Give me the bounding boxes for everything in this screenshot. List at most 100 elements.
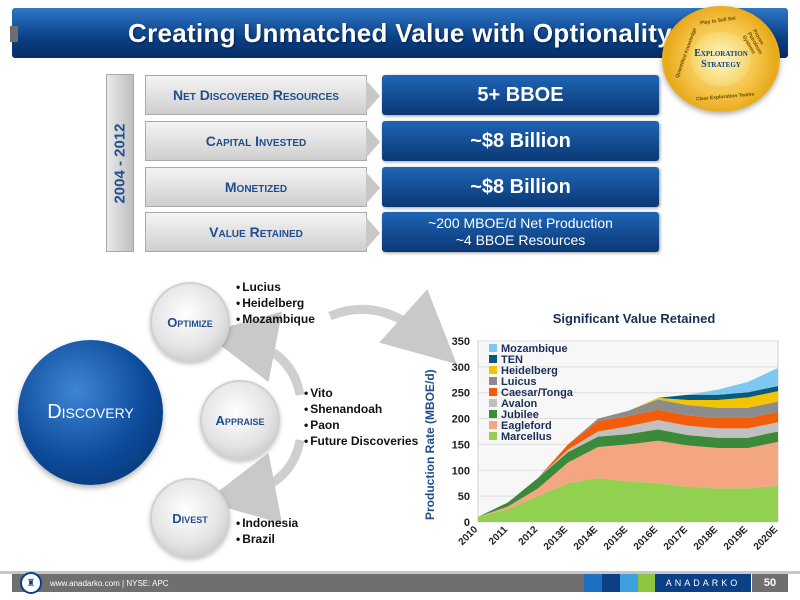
page-number: 50 [752, 574, 788, 592]
chart-title: Significant Value Retained [552, 311, 716, 326]
x-tick-label: 2014E [572, 524, 600, 552]
series-area-marcellus [478, 478, 778, 522]
x-tick-label: 2019E [722, 524, 750, 552]
legend-swatch [489, 410, 497, 418]
appraise-circle: Appraise [200, 380, 280, 460]
legend-label: Avalon [501, 398, 538, 410]
series-area-luicus [478, 399, 778, 517]
discovery-circle: Discovery [18, 340, 163, 485]
divest-list: Indonesia Brazil [236, 515, 298, 547]
series-area-eagleford [478, 440, 778, 517]
arrow-to-chart [328, 289, 457, 365]
x-tick-label: 2018E [692, 524, 720, 552]
y-tick-label: 350 [452, 336, 470, 348]
optimize-circle: Optimize [150, 282, 230, 362]
series-area-jubilee [478, 429, 778, 517]
series-area-mozambique [478, 367, 778, 517]
row-label-net-discovered-resources: Net Discovered Resources [145, 75, 380, 115]
row-value-text: 5+ BBOE [477, 83, 564, 106]
series-area-caesar-tonga [478, 409, 778, 517]
row-value-text: ~200 MBOE/d Net Production [428, 215, 613, 231]
list-item: Mozambique [236, 311, 315, 327]
legend-swatch [489, 377, 497, 385]
y-tick-label: 0 [464, 517, 470, 529]
footer-square-3 [620, 574, 638, 592]
row-value-text: ~$8 Billion [470, 175, 571, 198]
list-item: Lucius [236, 279, 315, 295]
y-tick-label: 200 [452, 414, 470, 426]
legend-label: Marcellus [501, 431, 552, 443]
legend-label: TEN [501, 354, 523, 366]
list-item: Indonesia [236, 515, 298, 531]
legend-swatch [489, 399, 497, 407]
footer-square-2 [602, 574, 620, 592]
slide-title: Creating Unmatched Value with Optionalit… [128, 17, 672, 48]
x-tick-label: 2016E [632, 524, 660, 552]
footer-website: www.anadarko.com | NYSE: APC [50, 578, 169, 588]
logo-glyph: ♜ [26, 577, 36, 589]
arrow-appraise-to-optimize [204, 311, 305, 396]
optimize-list: Lucius Heidelberg Mozambique [236, 279, 315, 327]
row-value-text: ~$8 Billion [470, 129, 571, 152]
legend-swatch [489, 432, 497, 440]
row-value-capital-invested: ~$8 Billion [382, 121, 659, 161]
y-tick-label: 250 [452, 388, 470, 400]
y-tick-label: 100 [452, 465, 470, 477]
y-tick-label: 150 [452, 439, 470, 451]
list-item: Future Discoveries [304, 433, 418, 449]
row-value-text-2: ~4 BBOE Resources [455, 232, 586, 248]
exploration-strategy-badge: Play to Sell Set Proven Petroleum System… [662, 6, 780, 112]
footer-bar: www.anadarko.com | NYSE: APC [12, 574, 584, 592]
anadarko-logo-icon: ♜ [20, 572, 42, 594]
arrow-appraise-to-divest [204, 439, 305, 524]
series-area-heidelberg [478, 391, 778, 517]
slide-title-bar: Creating Unmatched Value with Optionalit… [10, 8, 788, 58]
legend-label: Jubilee [501, 409, 539, 421]
x-tick-label: 2015E [602, 524, 630, 552]
list-item: Vito [304, 385, 418, 401]
legend-swatch [489, 388, 497, 396]
footer-square-1 [584, 574, 602, 592]
divest-label: Divest [172, 510, 208, 526]
x-tick-label: 2012 [517, 524, 541, 548]
x-tick-label: 2010 [457, 524, 481, 548]
legend-label: Heidelberg [501, 365, 558, 377]
row-value-net-discovered-resources: 5+ BBOE [382, 75, 659, 115]
legend-label: Caesar/Tonga [501, 387, 574, 399]
title-tab-accent [10, 26, 18, 42]
badge-center: Exploration Strategy [691, 32, 751, 86]
row-label-capital-invested: Capital Invested [145, 121, 380, 161]
legend-label: Mozambique [501, 343, 568, 355]
row-value-value-retained: ~200 MBOE/d Net Production ~4 BBOE Resou… [382, 212, 659, 252]
x-tick-label: 2020E [752, 524, 780, 552]
legend-label: Eagleford [501, 420, 552, 432]
discovery-label: Discovery [47, 401, 134, 423]
divest-circle: Divest [150, 478, 230, 558]
legend-swatch [489, 355, 497, 363]
footer-square-4 [638, 574, 656, 592]
series-area-avalon [478, 420, 778, 517]
list-item: Brazil [236, 531, 298, 547]
legend-swatch [489, 366, 497, 374]
legend-swatch [489, 344, 497, 352]
row-value-monetized: ~$8 Billion [382, 167, 659, 207]
y-tick-label: 300 [452, 362, 470, 374]
appraise-label: Appraise [215, 412, 265, 428]
legend-label: Luicus [501, 376, 536, 388]
list-item: Shenandoah [304, 401, 418, 417]
footer-divider [0, 571, 800, 574]
footer-brand: ANADARKO [655, 574, 751, 592]
list-item: Paon [304, 417, 418, 433]
optimize-label: Optimize [167, 314, 213, 330]
appraise-list: Vito Shenandoah Paon Future Discoveries [304, 385, 418, 449]
x-tick-label: 2017E [662, 524, 690, 552]
row-label-value-retained: Value Retained [145, 212, 380, 252]
list-item: Heidelberg [236, 295, 315, 311]
badge-line2: Strategy [701, 59, 741, 70]
legend-swatch [489, 421, 497, 429]
badge-line1: Exploration [694, 48, 748, 59]
row-label-monetized: Monetized [145, 167, 380, 207]
x-tick-label: 2013E [542, 524, 570, 552]
